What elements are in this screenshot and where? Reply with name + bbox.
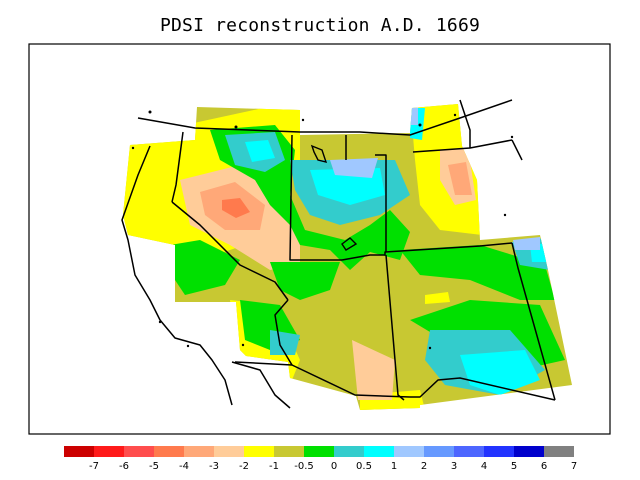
legend-label: 0: [331, 461, 337, 472]
lake-shape: [341, 237, 358, 251]
color-legend: -7 -6 -5 -4 -3 -2 -1 -0.5 0 0.5 1 2 3 4 5 6 7: [64, 446, 577, 472]
legend-swatch: [544, 446, 574, 457]
legend-label: -2: [239, 461, 249, 472]
legend-label: -4: [179, 461, 189, 472]
legend-label: -1: [269, 461, 279, 472]
legend-swatch: [394, 446, 424, 457]
legend-label: 3: [451, 461, 457, 472]
legend-label: 4: [481, 461, 487, 472]
map-title: PDSI reconstruction A.D. 1669: [159, 15, 481, 36]
legend-swatch: [214, 446, 244, 457]
legend-swatch: [184, 446, 214, 457]
legend-swatch: [244, 446, 274, 457]
legend-label: 2: [421, 461, 427, 472]
legend-label: -0.5: [294, 461, 314, 472]
legend-swatch: [64, 446, 94, 457]
legend-label: 7: [571, 461, 577, 472]
legend-label: 1: [391, 461, 397, 472]
legend-swatch: [364, 446, 394, 457]
legend-swatch: [334, 446, 364, 457]
geographic-boundaries: [121, 99, 556, 409]
legend-swatch: [274, 446, 304, 457]
legend-swatch: [484, 446, 514, 457]
legend-swatch: [514, 446, 544, 457]
legend-label: -3: [209, 461, 219, 472]
legend-label: -6: [119, 461, 129, 472]
legend-swatch: [304, 446, 334, 457]
legend-label: 6: [541, 461, 547, 472]
legend-label: -5: [149, 461, 159, 472]
legend-label: 5: [511, 461, 517, 472]
legend-swatch: [94, 446, 124, 457]
legend-label: 0.5: [356, 461, 372, 472]
legend-swatch: [454, 446, 484, 457]
legend-swatch: [424, 446, 454, 457]
small-features: [131, 110, 514, 350]
lake-shape: [310, 144, 328, 163]
legend-swatch: [124, 446, 154, 457]
legend-label: -7: [89, 461, 99, 472]
legend-swatch: [154, 446, 184, 457]
